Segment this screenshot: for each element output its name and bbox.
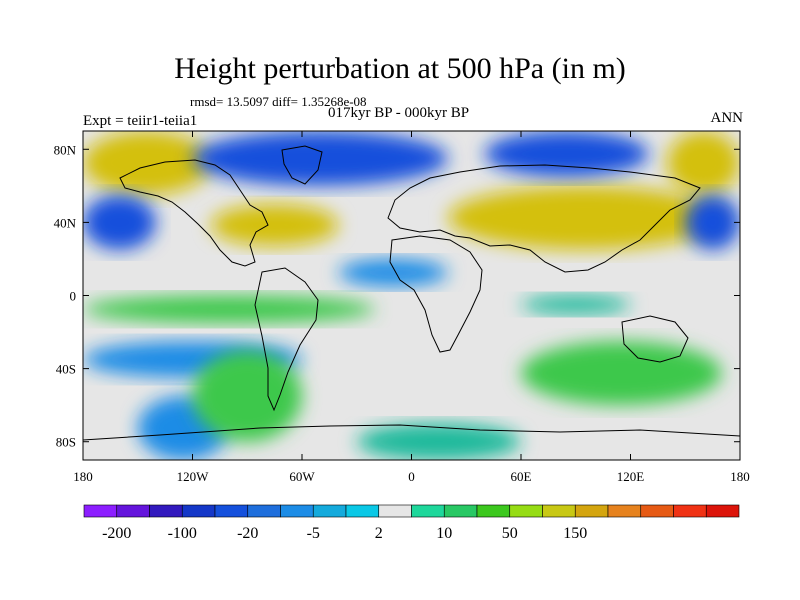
colorbar-swatch [542, 504, 576, 518]
colorbar-swatch [149, 504, 183, 518]
colorbar-label: 150 [563, 525, 587, 542]
colorbar: -200 -100 -20 -5 2 10 50 150 [83, 504, 740, 542]
colorbar-swatch [673, 504, 707, 518]
colorbar-swatch [378, 504, 412, 518]
y-tick-label: 80N [54, 142, 77, 157]
colorbar-label: 10 [436, 525, 452, 542]
x-tick-label: 60E [511, 469, 532, 484]
colorbar-swatch [411, 504, 445, 518]
y-tick-label: 40S [56, 362, 76, 377]
contour-region [484, 131, 649, 177]
colorbar-label: 50 [502, 525, 518, 542]
y-tick-label: 40N [54, 215, 77, 230]
coastlines [83, 145, 740, 441]
colorbar-swatch [640, 504, 674, 518]
y-tick-label: 0 [70, 289, 77, 304]
colorbar-swatch [312, 504, 347, 518]
season-label: ANN [710, 110, 744, 126]
y-axis: 80N 40N 0 40S 80S [54, 142, 740, 450]
colorbar-swatch [607, 504, 642, 518]
contour-region [667, 131, 740, 195]
colorbar-swatch [280, 504, 314, 518]
x-tick-label: 60W [289, 469, 315, 484]
colorbar-swatch [509, 504, 543, 518]
contour-region [83, 131, 211, 195]
contour-region [356, 423, 521, 460]
colorbar-swatch [345, 504, 380, 518]
colorbar-swatch [443, 504, 478, 518]
colorbar-swatch [214, 504, 249, 518]
contour-region [83, 194, 156, 250]
contour-region [685, 194, 740, 250]
x-tick-label: 180 [730, 469, 750, 484]
x-tick-label: 120W [177, 469, 210, 484]
x-tick-label: 180 [73, 469, 93, 484]
colorbar-label: -5 [307, 525, 320, 542]
contour-region [521, 341, 722, 406]
colorbar-label: -20 [237, 525, 258, 542]
y-tick-label: 80S [56, 435, 76, 450]
contour-region [338, 258, 448, 287]
experiment-label: Expt = teiir1-teiia1 [83, 113, 198, 129]
x-tick-label: 120E [617, 469, 645, 484]
colorbar-swatch [83, 504, 118, 518]
plot-title: Height perturbation at 500 hPa (in m) [174, 52, 626, 85]
colorbar-swatch [705, 504, 740, 518]
contour-region [83, 295, 375, 323]
colorbar-label: -200 [102, 525, 131, 542]
contour-region [448, 185, 722, 250]
x-tick-label: 0 [408, 469, 415, 484]
colorbar-swatch [476, 504, 511, 518]
stats-text: rmsd= 13.5097 diff= 1.35268e-08 [190, 94, 367, 109]
colorbar-label: 2 [375, 525, 383, 542]
colorbar-swatch [574, 504, 609, 518]
period-text: 017kyr BP - 000kyr BP [328, 105, 470, 121]
contour-region [521, 295, 631, 314]
colorbar-swatch [181, 504, 216, 518]
contour-region [210, 204, 339, 247]
contour-fields [83, 131, 740, 460]
colorbar-swatch [247, 504, 281, 518]
x-axis: 180 120W 60W 0 60E 120E 180 [73, 131, 750, 484]
colorbar-label: -100 [168, 525, 197, 542]
contour-region [192, 350, 302, 442]
colorbar-swatch [116, 504, 150, 518]
